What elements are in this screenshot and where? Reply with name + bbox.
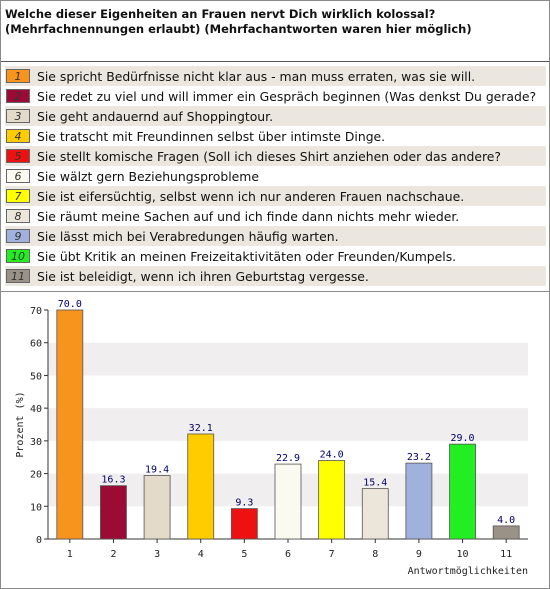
- x-tick-label: 2: [110, 549, 116, 560]
- legend-label: Sie wälzt gern Beziehungsprobleme: [37, 168, 259, 184]
- legend-item: 6 Sie wälzt gern Beziehungsprobleme: [5, 166, 546, 186]
- legend-swatch: 9: [6, 229, 30, 243]
- legend-swatch: 6: [6, 169, 30, 183]
- legend-item: 7 Sie ist eifersüchtig, selbst wenn ich n…: [5, 186, 546, 206]
- question-text: Welche dieser Eigenheiten an Frauen nerv…: [5, 7, 545, 37]
- x-tick-label: 6: [285, 549, 291, 560]
- legend-label: Sie lässt mich bei Verabredungen häufig …: [37, 228, 339, 244]
- bar-value-label: 9.3: [235, 498, 253, 509]
- legend-swatch: 2: [6, 89, 30, 103]
- x-tick-label: 9: [416, 549, 422, 560]
- legend-label: Sie ist beleidigt, wenn ich ihren Geburt…: [37, 268, 369, 284]
- x-tick-label: 7: [329, 549, 335, 560]
- bar: [492, 525, 520, 540]
- legend-label: Sie ist eifersüchtig, selbst wenn ich nu…: [37, 188, 465, 204]
- y-tick-label: 30: [30, 437, 42, 448]
- y-tick-label: 0: [36, 535, 42, 546]
- bar: [449, 443, 476, 540]
- legend-item: 5 Sie stellt komische Fragen (Soll ich di…: [5, 146, 546, 166]
- grid-band: [48, 342, 528, 376]
- legend-item: 11 Sie ist beleidigt, wenn ich ihren Gebu…: [5, 266, 546, 286]
- bar: [143, 475, 171, 540]
- y-tick-label: 50: [30, 371, 42, 382]
- y-tick-label: 70: [30, 306, 42, 317]
- legend-swatch: 10: [6, 249, 30, 263]
- legend-item: 2 Sie redet zu viel und will immer ein Ge…: [5, 86, 546, 106]
- bar: [187, 433, 215, 540]
- legend-item: 10 Sie übt Kritik an meinen Freizeitaktiv…: [5, 246, 546, 266]
- legend-swatch: 4: [6, 129, 30, 143]
- bar: [230, 508, 258, 540]
- bar-value-label: 16.3: [101, 475, 125, 486]
- legend-swatch: 1: [6, 69, 30, 83]
- legend-swatch: 8: [6, 209, 30, 223]
- bar-value-label: 32.1: [189, 423, 213, 434]
- y-tick-label: 40: [30, 404, 42, 415]
- legend-label: Sie übt Kritik an meinen Freizeitaktivit…: [37, 248, 457, 264]
- y-axis-title: Prozent (%): [15, 391, 26, 457]
- x-tick-label: 11: [500, 549, 512, 560]
- divider: [1, 291, 549, 292]
- question-line-1: Welche dieser Eigenheiten an Frauen nerv…: [5, 7, 436, 21]
- x-tick-label: 3: [154, 549, 160, 560]
- bar: [405, 462, 433, 540]
- legend-item: 9 Sie lässt mich bei Verabredungen häufig…: [5, 226, 546, 246]
- bar-value-label: 15.4: [363, 478, 387, 489]
- legend-item: 8 Sie räumt meine Sachen auf und ich find…: [5, 206, 546, 226]
- y-tick-label: 10: [30, 502, 42, 513]
- legend-label: Sie spricht Bedürfnisse nicht klar aus -…: [37, 68, 476, 84]
- legend-label: Sie räumt meine Sachen auf und ich finde…: [37, 208, 460, 224]
- legend-label: Sie tratscht mit Freundinnen selbst über…: [37, 128, 386, 144]
- divider: [1, 61, 549, 62]
- bar-value-label: 23.2: [407, 452, 431, 463]
- bar-value-label: 19.4: [145, 465, 169, 476]
- bar-value-label: 70.0: [58, 299, 82, 310]
- legend-label: Sie redet zu viel und will immer ein Ges…: [37, 88, 537, 104]
- grid-band: [48, 408, 528, 441]
- x-tick-label: 4: [198, 549, 204, 560]
- legend-label: Sie geht andauernd auf Shoppingtour.: [37, 108, 274, 124]
- legend-item: 4 Sie tratscht mit Freundinnen selbst übe…: [5, 126, 546, 146]
- bar: [274, 463, 302, 540]
- bar: [318, 460, 346, 540]
- bar-value-label: 4.0: [497, 515, 515, 526]
- x-tick-label: 10: [457, 549, 469, 560]
- y-tick-label: 20: [30, 470, 42, 481]
- question-line-2: (Mehrfachnennungen erlaubt) (Mehrfachant…: [5, 22, 472, 36]
- bar: [361, 488, 389, 540]
- legend-swatch: 7: [6, 189, 30, 203]
- bar-value-label: 24.0: [320, 449, 344, 460]
- x-tick-label: 1: [67, 549, 73, 560]
- x-tick-label: 5: [241, 549, 247, 560]
- bar-chart: 0 10 20 30 40 50 60 70 70.0 1 16.3 2 19.4 3 32.1 4 9.3 5 2…: [15, 299, 528, 577]
- legend-swatch: 11: [6, 269, 30, 283]
- bar-value-label: 29.0: [450, 433, 474, 444]
- x-tick-label: 8: [372, 549, 378, 560]
- legend-item: 3 Sie geht andauernd auf Shoppingtour.: [5, 106, 546, 126]
- legend-swatch: 3: [6, 109, 30, 123]
- x-axis-title: Antwortmöglichkeiten: [408, 566, 528, 577]
- answer-legend: 1 Sie spricht Bedürfnisse nicht klar aus …: [5, 66, 546, 286]
- legend-swatch: 5: [6, 149, 30, 163]
- y-tick-label: 60: [30, 339, 42, 350]
- bar: [100, 485, 127, 540]
- bar-value-label: 22.9: [276, 453, 300, 464]
- legend-item: 1 Sie spricht Bedürfnisse nicht klar aus …: [5, 66, 546, 86]
- bar: [56, 309, 84, 540]
- legend-label: Sie stellt komische Fragen (Soll ich die…: [37, 148, 501, 164]
